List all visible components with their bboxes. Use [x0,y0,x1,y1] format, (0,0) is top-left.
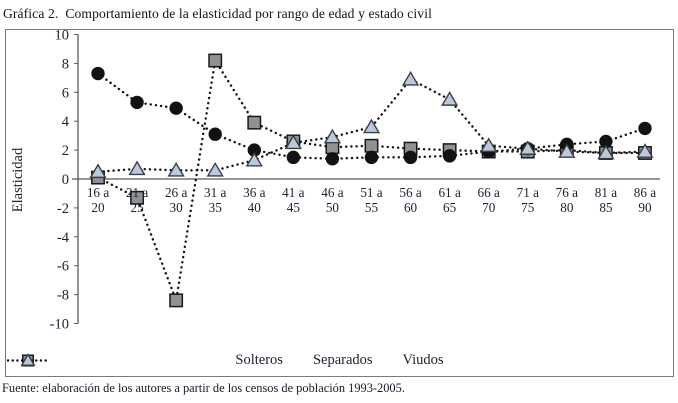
marker-separados [208,53,223,68]
legend: Solteros Separados Viudos [6,352,673,369]
x-category-label: 51 a 55 [360,185,382,215]
legend-marker [20,353,36,366]
marker-viudos [362,118,381,134]
marker-separados [130,190,145,205]
x-category-label: 76 a 80 [556,185,578,215]
figure-title: Gráfica 2. Comportamiento de la elastici… [3,6,432,21]
marker-viudos [401,70,420,86]
x-category-label: 61 a 65 [438,185,460,215]
x-category-label: 66 a 70 [478,185,500,215]
source-note: Fuente: elaboración de los autores a par… [2,381,405,395]
y-tick-label: 10 [55,30,70,44]
x-category-label: 36 a 40 [243,185,265,215]
y-tick-label: -8 [57,288,69,304]
x-category-label: 56 a 60 [399,185,421,215]
x-category-label: 16 a 20 [87,185,109,215]
legend-label: Solteros [235,352,283,368]
marker-solteros [286,150,301,165]
series-group [89,53,654,308]
marker-viudos [206,161,224,177]
marker-viudos [519,140,537,155]
marker-solteros [208,127,222,141]
y-tick-label: 4 [62,114,70,130]
x-category-label: 31 a 35 [204,185,226,215]
y-tick-label: 6 [62,85,69,101]
marker-viudos [128,160,146,176]
x-category-label: 41 a 45 [282,185,304,215]
chart-area: 10 8 6 4 2 0 -2 -4 -6 -8 -10 16 a 20 21 a 25 26 a 30 31 a… [5,29,674,377]
axis-labels-group: 10 8 6 4 2 0 -2 -4 -6 -8 -10 16 a 20 21 a 25 26 a 30 31 a… [50,30,657,333]
series-line-separados [96,57,647,305]
y-tick-label: 0 [62,172,69,188]
marker-viudos [441,91,459,106]
legend-item-viudos: Viudos [6,352,444,369]
marker-solteros [403,150,418,165]
marker-solteros [91,66,105,81]
marker-viudos [597,144,615,160]
series-line-solteros [96,72,647,160]
marker-viudos [167,161,185,177]
y-axis-title: Elasticidad [10,147,26,212]
plot-svg: 10 8 6 4 2 0 -2 -4 -6 -8 -10 16 a 20 21 a 25 26 a 30 31 a… [10,30,660,333]
triangle-legend-icon [6,353,50,366]
axes-group [72,34,660,324]
marker-solteros [638,121,652,136]
legend-item-separados: Separados [6,352,373,369]
marker-solteros [325,152,340,166]
marker-viudos [636,143,654,158]
marker-viudos [480,137,498,153]
y-tick-label: 8 [62,56,69,72]
marker-separados [364,138,379,153]
y-tick-label: -10 [50,317,69,333]
legend-item-solteros: Solteros [6,352,283,369]
marker-viudos [323,128,342,144]
marker-viudos [284,134,302,150]
marker-solteros [442,149,457,163]
legend-label: Separados [312,352,373,368]
y-tick-label: -6 [57,259,69,275]
x-category-label: 46 a 50 [321,185,343,215]
marker-separados [169,293,184,308]
marker-viudos [89,163,107,179]
y-tick-label: -2 [57,201,69,217]
marker-solteros [364,150,379,165]
x-category-label: 86 a 90 [634,185,656,215]
marker-viudos [558,143,576,158]
x-category-label: 81 a 85 [595,185,617,215]
marker-viudos [245,151,263,167]
x-category-label: 71 a 75 [517,185,539,215]
marker-solteros [130,95,144,110]
legend-label: Viudos [402,352,444,368]
y-tick-label: -4 [57,230,70,246]
x-category-label: 21 a 25 [126,185,148,215]
y-tick-label: 2 [62,143,69,159]
marker-separados [247,115,262,130]
x-category-label: 26 a 30 [165,185,187,215]
marker-solteros [169,101,183,115]
